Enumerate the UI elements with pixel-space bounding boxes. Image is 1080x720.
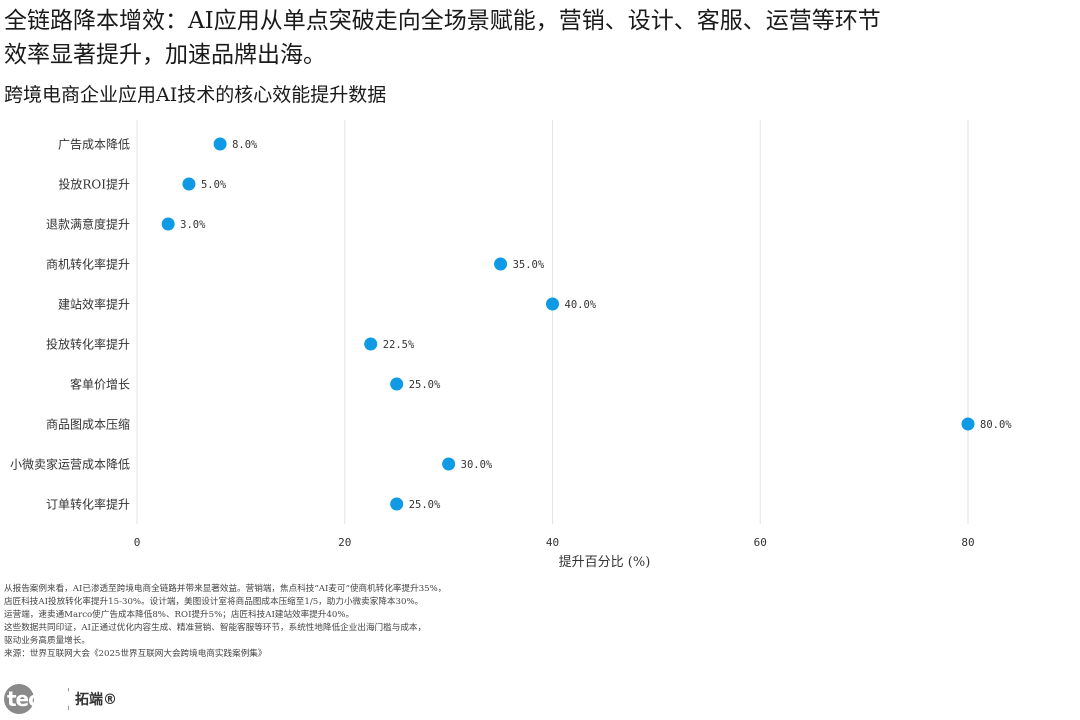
- data-point: [494, 257, 508, 271]
- data-value-label: 22.5%: [383, 339, 415, 351]
- data-point: [961, 417, 975, 431]
- data-value-label: 80.0%: [980, 419, 1012, 431]
- headline: 全链路降本增效：AI应用从单点突破走向全场景赋能，营销、设计、客服、运营等环节 …: [4, 4, 1064, 72]
- y-category-label: 建站效率提升: [58, 297, 130, 312]
- y-category-label: 退款满意度提升: [46, 217, 130, 232]
- y-category-label: 小微卖家运营成本降低: [10, 457, 130, 472]
- y-category-label: 广告成本降低: [58, 138, 130, 152]
- y-category-label: 商机转化率提升: [46, 257, 130, 272]
- chart-title: 跨境电商企业应用AI技术的核心效能提升数据: [4, 84, 387, 106]
- brand-divider: [68, 688, 69, 710]
- headline-line-2: 效率显著提升，加速品牌出海。: [4, 42, 326, 68]
- note-line: 驱动业务高质量增长。: [4, 635, 90, 646]
- note-line: 从报告案例来看，AI已渗透至跨境电商全链路并带来显著效益。营销端，焦点科技“AI…: [4, 584, 447, 594]
- data-point: [546, 297, 559, 311]
- logo-wordmark: tecdat: [7, 687, 74, 711]
- data-point: [390, 497, 404, 511]
- data-value-label: 40.0%: [565, 299, 597, 311]
- data-point: [442, 457, 456, 471]
- source-notes: 从报告案例来看，AI已渗透至跨境电商全链路并带来显著效益。营销端，焦点科技“AI…: [4, 583, 764, 660]
- y-category-label: 客单价增长: [70, 377, 130, 392]
- data-value-label: 35.0%: [513, 259, 545, 271]
- logo-circle-icon: [4, 684, 34, 714]
- x-axis-label: 提升百分比 (%): [559, 554, 651, 570]
- brand-footer: tecdat 拓端®: [4, 682, 117, 716]
- x-tick-label: 20: [338, 536, 351, 549]
- data-value-label: 30.0%: [461, 459, 493, 471]
- x-tick-label: 40: [546, 536, 559, 549]
- x-tick-label: 0: [134, 536, 141, 549]
- x-tick-label: 80: [961, 536, 974, 549]
- dot-plot-chart: 0 20 40 60 80 提升百分比 (%) 广告成本降低 8.0% 投放ROI提升 5.0% 退…: [10, 120, 1012, 570]
- y-category-label: 订单转化率提升: [46, 497, 130, 512]
- brand-name: 拓端®: [75, 692, 117, 708]
- data-value-label: 3.0%: [180, 219, 206, 231]
- data-point: [390, 377, 404, 391]
- data-point: [182, 177, 196, 191]
- y-category-label: 商品图成本压缩: [46, 417, 130, 432]
- data-value-label: 25.0%: [409, 379, 441, 391]
- note-line: 这些数据共同印证，AI正通过优化内容生成、精准营销、智能客服等环节，系统性地降低…: [4, 622, 427, 633]
- note-line: 店匠科技AI投放转化率提升15-30%。设计端，美图设计室将商品图成本压缩至1/…: [4, 596, 424, 607]
- y-category-label: 投放转化率提升: [46, 337, 130, 352]
- headline-line-1: 全链路降本增效：AI应用从单点突破走向全场景赋能，营销、设计、客服、运营等环节: [4, 8, 881, 34]
- source-line: 来源：世界互联网大会《2025世界互联网大会跨境电商实践案例集》: [4, 648, 267, 659]
- note-line: 运营端，速卖通Marco使广告成本降低8%、ROI提升5%；店匠科技AI建站效率…: [4, 609, 355, 620]
- data-value-label: 25.0%: [409, 499, 441, 511]
- data-point: [213, 137, 227, 151]
- y-category-label: 投放ROI提升: [58, 177, 130, 192]
- data-point: [161, 217, 175, 231]
- x-tick-label: 60: [754, 536, 767, 549]
- tecdat-logo: tecdat: [4, 682, 74, 716]
- data-point: [364, 337, 378, 351]
- data-value-label: 5.0%: [201, 179, 227, 191]
- data-value-label: 8.0%: [232, 139, 258, 151]
